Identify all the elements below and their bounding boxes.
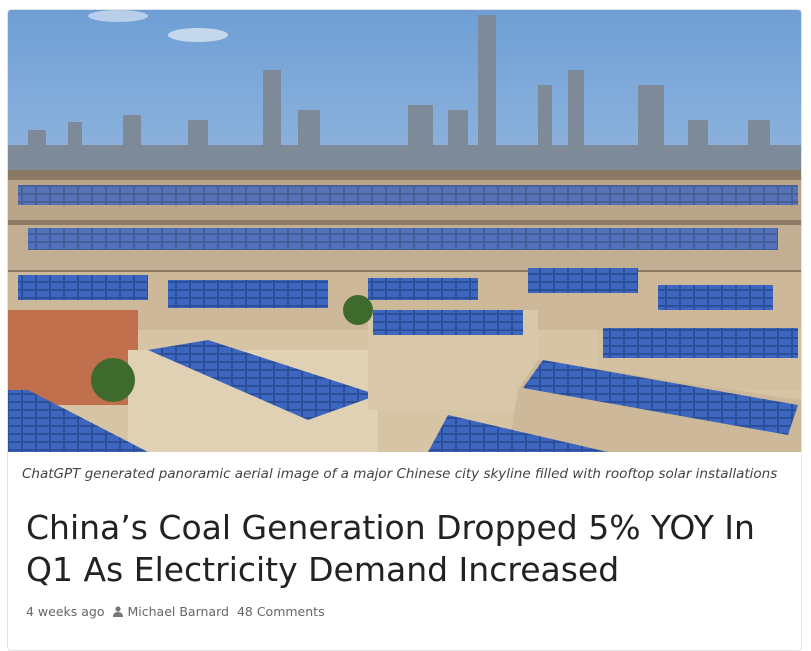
image-caption: ChatGPT generated panoramic aerial image… <box>22 466 778 482</box>
article-card: ChatGPT generated panoramic aerial image… <box>7 9 802 651</box>
article-meta: 4 weeks ago Michael Barnard 48 Comments <box>26 604 325 619</box>
page: {"article": {"caption": "ChatGPT generat… <box>7 9 802 651</box>
post-time: 4 weeks ago <box>26 604 105 619</box>
article-title[interactable]: China’s Coal Generation Dropped 5% YOY I… <box>26 508 755 589</box>
hero-image <box>8 10 801 452</box>
author-icon <box>112 606 123 617</box>
comments-link[interactable]: 48 Comments <box>236 604 325 619</box>
author-name[interactable]: Michael Barnard <box>127 604 229 619</box>
